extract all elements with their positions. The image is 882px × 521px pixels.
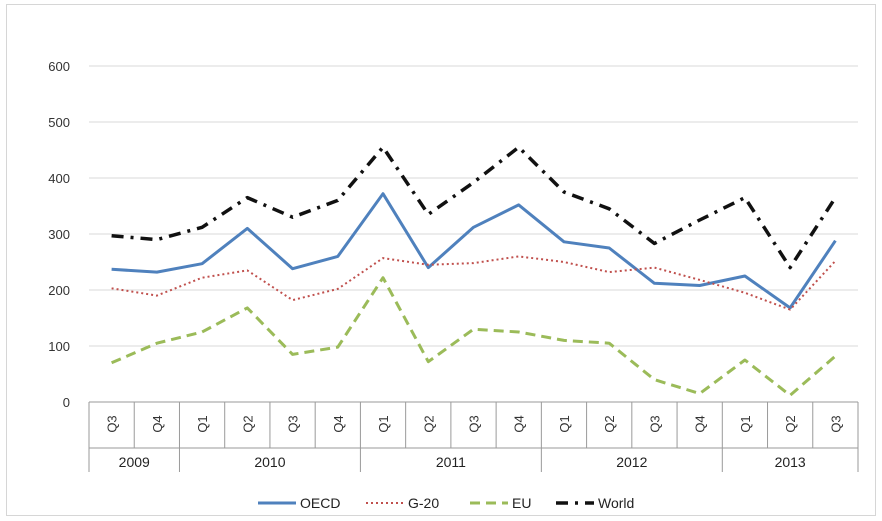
y-tick-label: 0: [63, 395, 70, 410]
chart-frame: [6, 4, 876, 516]
y-tick-label: 200: [48, 283, 70, 298]
x-tick-label: Q2: [783, 415, 798, 432]
x-tick-label: Q3: [467, 415, 482, 432]
year-label: 2010: [254, 454, 285, 470]
x-tick-label: Q4: [693, 415, 708, 432]
x-tick-label: Q3: [828, 415, 843, 432]
series-line-oecd: [111, 192, 837, 310]
x-tick-label: Q1: [557, 415, 572, 432]
x-tick-label: Q2: [240, 415, 255, 432]
y-tick-label: 500: [48, 115, 70, 130]
legend-label: EU: [512, 495, 531, 511]
x-tick-label: Q4: [150, 415, 165, 432]
y-tick-label: 100: [48, 339, 70, 354]
x-tick-label: Q2: [602, 415, 617, 432]
x-tick-label: Q4: [331, 415, 346, 432]
series-line-eu: [111, 276, 837, 397]
year-label: 2013: [775, 454, 806, 470]
x-tick-label: Q3: [105, 415, 120, 432]
x-tick-label: Q1: [376, 415, 391, 432]
x-tick-label: Q3: [647, 415, 662, 432]
year-label: 2009: [119, 454, 150, 470]
y-tick-label: 400: [48, 171, 70, 186]
x-tick-label: Q3: [286, 415, 301, 432]
legend-label: G-20: [408, 495, 439, 511]
series-line-g-20: [111, 255, 837, 311]
legend-label: OECD: [300, 495, 340, 511]
year-label: 2012: [616, 454, 647, 470]
legend-label: World: [598, 495, 634, 511]
x-tick-label: Q4: [512, 415, 527, 432]
x-tick-label: Q2: [421, 415, 436, 432]
y-tick-label: 300: [48, 227, 70, 242]
x-tick-label: Q1: [738, 415, 753, 432]
year-label: 2011: [436, 454, 466, 470]
y-tick-label: 600: [48, 59, 70, 74]
series-line-world: [111, 145, 837, 270]
x-tick-label: Q1: [195, 415, 210, 432]
